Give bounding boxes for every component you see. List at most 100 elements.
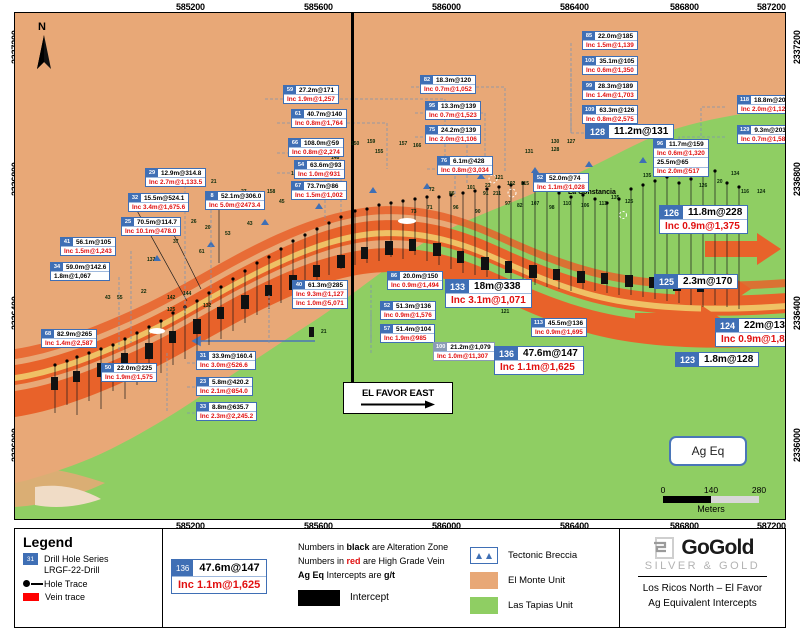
north-label: N [38,21,46,33]
intercept-label-23[interactable]: 23 5.8m@420.2 Inc 2.1m@854.0 [196,377,253,397]
label-value: 1.8m@128 [704,354,754,365]
label-value: 63.3m@126 [599,106,635,114]
intercept-label-85[interactable]: 85 22.0m@185 Inc 1.5m@1,139 [582,31,638,51]
label-hole-id: 123 [676,353,700,367]
intercept-label-109[interactable]: 109 63.3m@126 Inc 0.8m@2,575 [582,105,639,125]
hole-trace-icon [23,580,43,588]
intercept-label-66[interactable]: 66 108.0m@59 Inc 0.8m@2,274 [288,138,344,158]
intercept-label-59[interactable]: 59 27.2m@171 Inc 1.9m@1,257 [283,85,339,105]
label-hole-id: 96 [654,140,666,149]
section-line [351,13,354,385]
label-inc: Inc 0.8m@2,575 [583,114,638,124]
y-tick: 2336800 [792,162,800,196]
drill-series-chip: 31 [23,553,38,565]
intercept-label-99[interactable]: 99 28.3m@189 Inc 1.4m@1,703 [582,81,638,101]
intercept-label-32[interactable]: 32 15.5m@524.1 Inc 3.4m@1,675.6 [128,193,190,213]
label-inc: Inc 1.4m@1,703 [583,90,637,100]
intercept-label-29[interactable]: 29 12.9m@314.8 Inc 2.7m@1,133.5 [145,168,207,188]
intercept-label-34[interactable]: 34 59.0m@142.6 1.8m@1,067 [50,262,111,282]
intercept-label-129[interactable]: 129 9.3m@203 Inc 0.7m@1,587 [737,125,785,145]
intercept-label-54[interactable]: 54 63.6m@93 Inc 1.0m@931 [294,160,346,180]
drill-series-label: Drill Hole Series [44,553,109,564]
label-hole-id: 52 [381,302,393,311]
vein-trace-icon [23,593,39,602]
intercept-label-40[interactable]: 40 61.3m@285 Inc 9.3m@1,127 Inc 1.0m@5,071 [292,280,348,309]
label-value: 15.5m@524.1 [144,194,185,202]
intercept-label-133[interactable]: 133 18m@338 Inc 3.1m@1,071 [445,279,532,309]
intercept-label-75[interactable]: 75 24.2m@139 Inc 2.0m@1,106 [425,125,481,145]
scale-tick-140: 140 [703,485,719,495]
label-inc: Inc 0.6m@1,350 [583,65,638,75]
intercept-label-128[interactable]: 128 11.2m@131 [585,124,675,140]
label-value: 27.2m@171 [299,86,335,94]
las-tapias-label: Las Tapias Unit [508,600,573,611]
intercept-label-95[interactable]: 95 13.3m@139 Inc 0.7m@1,523 [425,101,481,121]
legend-elmonte-row: El Monte Unit [470,572,619,589]
label-inc: Inc 0.9m@1,375 [660,219,748,234]
intercept-label-61[interactable]: 61 40.7m@140 Inc 0.8m@1,764 [291,109,347,129]
label-hole-id: 113 [532,319,546,328]
label-inc: Inc 2.0m@1,106 [426,134,480,144]
legend-breccia-row: Tectonic Breccia [470,547,619,564]
intercept-label-123[interactable]: 123 1.8m@128 [675,352,760,368]
intercept-label-57[interactable]: 57 51.4m@104 Inc 1.9m@985 [380,324,436,344]
intercept-label-25[interactable]: 25 70.5m@114.7 Inc 10.1m@478.0 [121,217,181,237]
label-value: 56.1m@105 [76,238,112,246]
label-inc: Inc 5.0m@2473.4 [206,200,265,210]
intercept-label-52b[interactable]: 52 52.0m@74 Inc 1.1m@1,028 [533,173,589,193]
intercept-label-50[interactable]: 50 22.0m@225 Inc 1.9m@1,575 [101,363,157,383]
intercept-label-33[interactable]: 33 8.8m@635.7 Inc 2.3m@2,245.2 [196,402,258,422]
intercept-label-124[interactable]: 124 22m@134Inc 0.9m@1,835 [715,318,785,348]
intercept-label-67[interactable]: 67 73.7m@86 Inc 1.5m@1,002 [291,181,347,201]
label-value: 108.0m@59 [304,139,340,147]
label-hole-id: 124 [716,319,740,333]
geology-map[interactable]: 21 27 158 11 16 28 45 26 20 43 37 53 61 … [14,12,786,520]
intercept-label-31[interactable]: 31 33.9m@160.4 Inc 3.0m@526.6 [196,351,257,371]
intercept-label-113[interactable]: 113 45.5m@136 Inc 0.9m@1,695 [531,318,588,338]
scale-tick-0: 0 [660,485,666,495]
label-inc: Inc 1.9m@985 [381,333,435,343]
vein-core [15,230,785,381]
project-title-line2: Ag Equivalent Intercepts [648,598,757,609]
label-inc: Inc 0.9m@1,695 [532,327,587,337]
label-hole-id: 33 [197,403,209,412]
label-hole-id: 125 [655,275,679,289]
label-inc: Inc 2.7m@1,133.5 [146,177,206,187]
intercept-label-82[interactable]: 82 18.3m@120 Inc 0.7m@1,052 [420,75,476,95]
label-value: 51.4m@104 [396,325,432,333]
intercept-label-86[interactable]: 86 20.0m@150 Inc 0.9m@1,494 [387,271,443,291]
intercept-label-96[interactable]: 96 11.7m@159 Inc 0.6m@1,320 25.5m@65 Inc 2.0… [653,139,709,177]
label-inc: Inc 1.5m@1,002 [292,190,346,200]
el-monte-label: El Monte Unit [508,575,566,586]
intercept-label-126[interactable]: 126 11.8m@228 Inc 0.9m@1,375 [659,205,749,235]
intercept-label-100b[interactable]: 100 21.2m@1,079 Inc 1.0m@11,307 [433,342,495,362]
ag-eq-box[interactable]: Ag Eq [669,436,747,466]
legend-vein-trace-row: Vein trace [23,592,154,602]
label-hole-id: 66 [289,139,301,148]
label-hole-id: 95 [426,102,438,111]
intercept-label-52[interactable]: 52 51.3m@136 Inc 0.9m@1,576 [380,301,436,321]
legend-symbols-column: Legend 31 Drill Hole Series LRGF-22-Dril… [15,529,163,627]
label-hole-id: 129 [738,126,752,135]
note2-a: Numbers in [298,555,347,566]
intercept-label-8[interactable]: 8 52.1m@306.0 Inc 5.0m@2473.4 [205,191,266,211]
legend-units-column: Tectonic Breccia El Monte Unit Las Tapia… [470,529,620,627]
label-value: 59.0m@142.6 [66,263,107,271]
intercept-label-136[interactable]: 136 47.6m@147 Inc 1.1m@1,625 [494,346,584,376]
intercept-label-68[interactable]: 68 82.9m@265 Inc 1.4m@2,587 [41,329,97,349]
intercept-label-125[interactable]: 125 2.3m@170 [654,274,739,290]
tectonic-breccia-label: Tectonic Breccia [508,550,578,561]
intercept-label-100[interactable]: 100 35.1m@105 Inc 0.6m@1,350 [582,56,639,76]
label-alteration: 25.5m@65 [654,157,708,167]
label-hole-id: 85 [583,32,595,41]
label-value: 33.9m@160.4 [212,352,253,360]
intercept-label-76[interactable]: 76 6.1m@428 Inc 0.8m@3,034 [437,156,493,176]
label-inc: Inc 0.7m@1,587 [738,134,785,144]
intercept-label-41[interactable]: 41 56.1m@105 Inc 1.5m@1,243 [60,237,116,257]
label-value: 47.6m@147 [523,348,578,359]
note3-c: g/t [384,569,396,580]
label-inc: Inc 0.7m@1,052 [421,84,475,94]
label-hole-id: 31 [197,352,209,361]
label-inc: Inc 0.9m@1,494 [388,280,442,290]
